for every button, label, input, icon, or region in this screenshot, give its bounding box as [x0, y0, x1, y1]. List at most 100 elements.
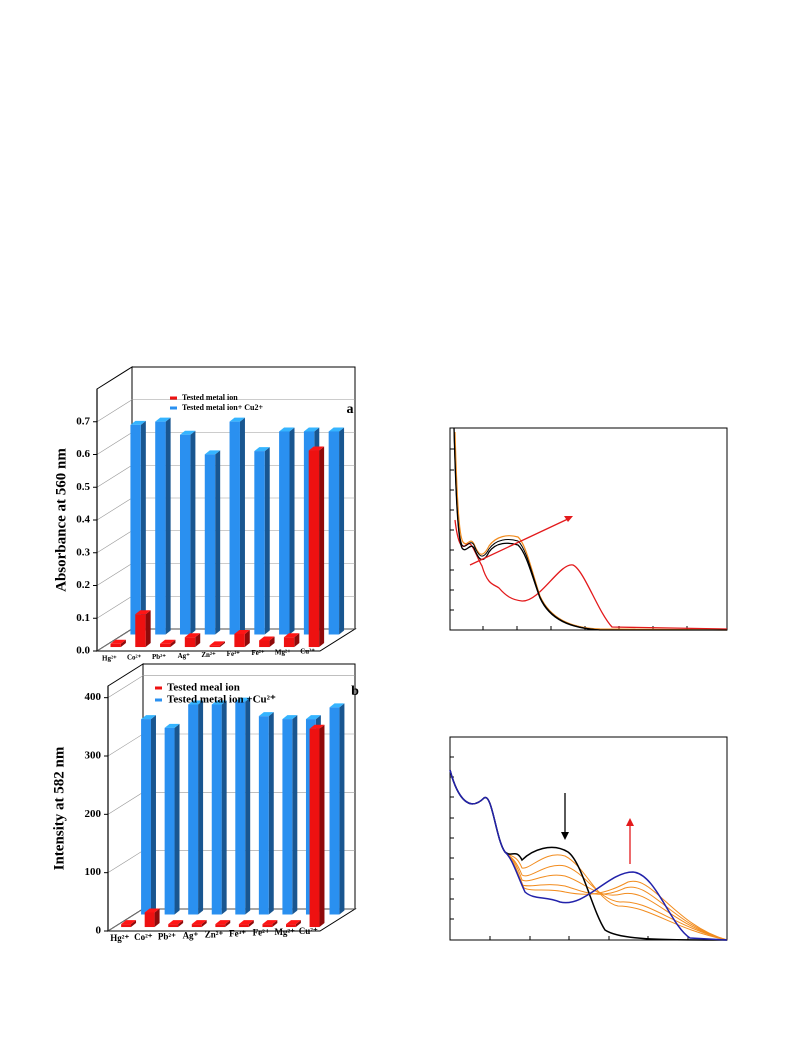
bar-top — [160, 639, 176, 644]
bar — [258, 716, 269, 915]
spectrum-red — [454, 519, 728, 630]
bar-top — [188, 700, 204, 705]
bar-top — [259, 636, 275, 641]
x-tick-label: Cu²⁺ — [300, 647, 315, 655]
bar-side — [292, 715, 298, 915]
bar-side — [295, 920, 301, 928]
bar-side — [154, 908, 160, 928]
bar-top — [235, 697, 251, 702]
bar-top — [309, 724, 325, 729]
bar-top — [191, 920, 207, 925]
y-tick-label: 0.5 — [76, 481, 90, 493]
bar-side — [190, 430, 196, 635]
legend-swatch — [155, 686, 162, 690]
bar-side — [268, 712, 274, 915]
bar — [259, 640, 270, 648]
x-tick-label: Hg²⁺ — [110, 933, 129, 943]
bar — [309, 728, 320, 928]
bar-top — [130, 420, 146, 425]
y-tick-label: 400 — [85, 691, 102, 703]
bar-top — [144, 908, 160, 913]
spectrum-black — [453, 427, 601, 631]
x-tick-label: Zn²⁺ — [205, 929, 224, 939]
bar-top — [329, 703, 345, 708]
bar-top — [238, 920, 254, 925]
bar-top — [204, 450, 221, 455]
y-axis-label: Absorbance at 560 nm — [53, 448, 69, 592]
arrow-head — [564, 516, 573, 522]
y-axis-label: Intensity at 582 nm — [51, 746, 67, 870]
bar — [191, 924, 202, 928]
bar-chart-b: 0 100 200 300 400 Hg²⁺ Co²⁺ Pb²⁺ Ag⁺ Zn²⁺ Fe³⁺ Fe²⁺… — [51, 663, 359, 943]
bar — [229, 421, 240, 635]
spectrum-panel-d — [449, 736, 728, 941]
bar — [329, 707, 340, 915]
bar — [121, 924, 132, 928]
panel-label: b — [351, 684, 359, 699]
panel-label: a — [347, 402, 354, 417]
bar-side — [140, 420, 146, 635]
plot-frame — [449, 427, 728, 631]
bar-side — [201, 920, 207, 928]
bar-side — [239, 417, 245, 635]
bar-side — [319, 724, 325, 928]
bar-side — [339, 703, 345, 915]
bar-top — [155, 417, 171, 422]
legend-swatch — [170, 396, 177, 400]
bar — [130, 424, 141, 635]
bar — [155, 421, 166, 635]
x-tick-label: Fe³⁺ — [227, 650, 240, 658]
bar-side — [198, 700, 204, 915]
bar-side — [145, 610, 151, 648]
bar — [279, 431, 290, 635]
bar-side — [264, 447, 270, 635]
bar-top — [308, 446, 325, 451]
spectrum-orange — [454, 431, 728, 631]
bar-side — [289, 427, 295, 635]
bar-side — [248, 920, 254, 928]
bar-top — [110, 639, 126, 644]
bar-top — [141, 715, 156, 720]
spectrum-orange — [449, 769, 728, 941]
bar-side — [220, 641, 226, 648]
bar-side — [150, 715, 156, 915]
bar-side — [178, 920, 184, 928]
bar-top — [135, 610, 151, 615]
spectrum-black — [449, 769, 728, 941]
bar — [179, 434, 191, 635]
bar — [238, 924, 249, 928]
spectrum-blue — [449, 769, 728, 941]
bar-side — [165, 417, 171, 635]
bar-side — [269, 636, 275, 648]
legend-label: Tested metal ion +Cu²⁺ — [167, 694, 276, 706]
bar-top — [211, 700, 227, 705]
bar-side — [294, 633, 300, 648]
bar-side — [272, 920, 278, 928]
x-tick-label: Mg²⁺ — [275, 648, 291, 656]
bar-side — [195, 633, 201, 648]
x-tick-label: Co²⁺ — [127, 654, 142, 662]
bar-top — [229, 417, 245, 422]
arrow-head — [626, 818, 634, 826]
bar — [144, 912, 155, 928]
y-tick-label: 200 — [85, 808, 102, 820]
bar — [283, 637, 295, 648]
arrow-head — [561, 832, 569, 840]
bar — [254, 451, 265, 635]
bar-side — [170, 639, 176, 648]
grid-line — [107, 675, 355, 698]
bar-side — [245, 697, 251, 915]
bar-top — [209, 641, 226, 646]
plot-frame — [449, 736, 728, 941]
bar — [328, 431, 340, 635]
bar — [135, 614, 146, 648]
bar-top — [164, 723, 180, 728]
bar — [282, 719, 293, 915]
tick-marks — [450, 448, 688, 630]
x-tick-label: Fe²⁺ — [253, 928, 270, 938]
bar — [204, 454, 216, 635]
x-tick-label: Co²⁺ — [134, 932, 153, 942]
bar-side — [319, 446, 325, 648]
legend-label: Tested metal ion+ Cu2+ — [182, 403, 263, 412]
